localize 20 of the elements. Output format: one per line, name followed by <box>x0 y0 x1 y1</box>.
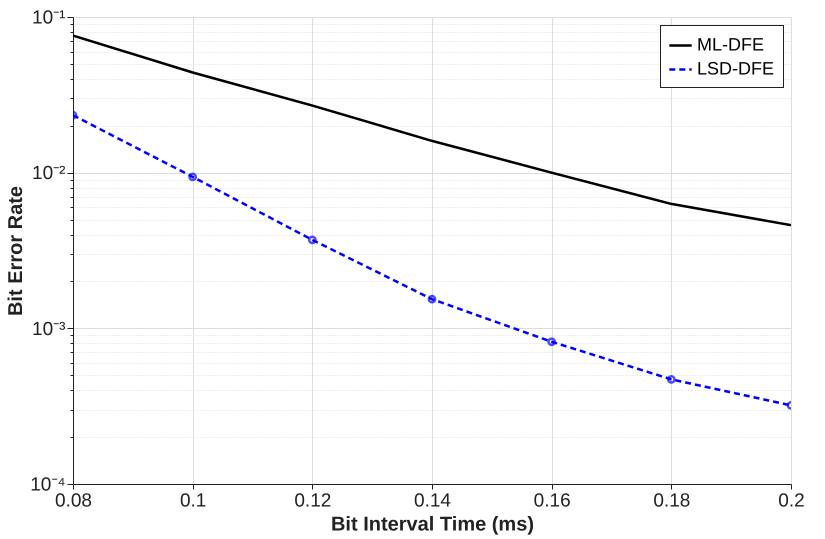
legend-label: LSD-DFE <box>697 58 774 78</box>
point <box>428 294 436 304</box>
x-tick-label: 0.18 <box>653 490 690 512</box>
point <box>188 172 198 182</box>
y-tick-label: 10⁻³ <box>32 318 66 340</box>
x-tick-label: 0.12 <box>294 490 332 512</box>
point <box>547 337 556 346</box>
x-tick-label: 0.2 <box>778 490 805 512</box>
x-tick-label: 0.16 <box>534 490 571 512</box>
x-tick-label: 0.14 <box>414 490 452 512</box>
x-tick-label: 0.08 <box>55 490 92 512</box>
y-tick-label: 10⁻² <box>32 163 66 184</box>
line-series <box>73 34 791 226</box>
x-tick-label: 0.1 <box>180 490 206 512</box>
point <box>666 374 676 384</box>
x-axis-title: Bit Interval Time (ms) <box>330 514 534 536</box>
legend-label: ML-DFE <box>697 34 764 54</box>
y-tick-label: 10⁻¹ <box>32 8 66 28</box>
y-axis-title: Bit Error Rate <box>5 186 28 316</box>
point <box>308 235 317 244</box>
